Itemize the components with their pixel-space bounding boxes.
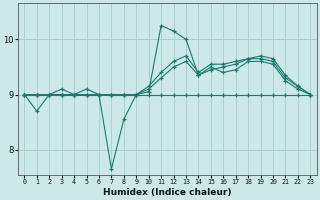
X-axis label: Humidex (Indice chaleur): Humidex (Indice chaleur) [103, 188, 232, 197]
